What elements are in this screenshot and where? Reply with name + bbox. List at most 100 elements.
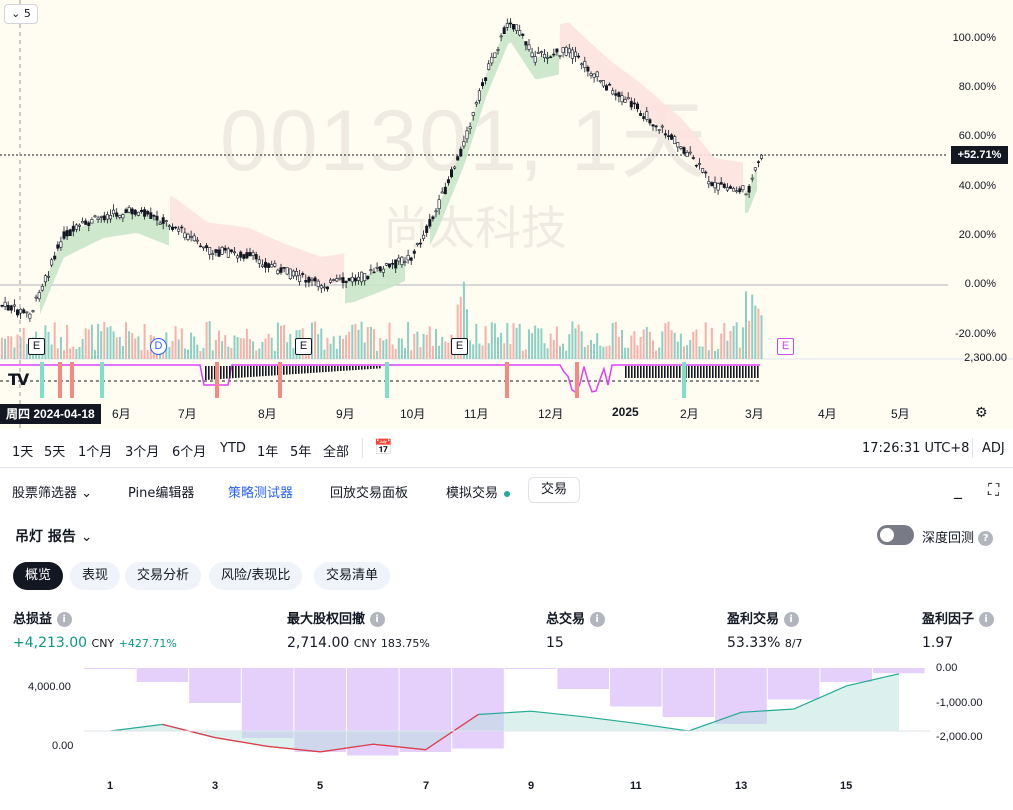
help-icon[interactable]: ? bbox=[978, 531, 994, 546]
volume-bar bbox=[255, 350, 258, 359]
tab-paper-trading[interactable]: 模拟交易 bbox=[446, 482, 511, 501]
range-5d[interactable]: 5天 bbox=[44, 445, 66, 460]
report-title[interactable]: 吊灯 报告 ⌄ bbox=[15, 526, 92, 546]
candle-body bbox=[412, 250, 416, 254]
tab-trade-analysis[interactable]: 交易分析 bbox=[125, 562, 202, 590]
range-5y[interactable]: 5年 bbox=[290, 445, 312, 460]
volume-bar bbox=[94, 350, 96, 359]
tab-stock-screener[interactable]: 股票筛选器 ⌄ bbox=[12, 482, 92, 501]
volume-bar bbox=[379, 338, 382, 359]
volume-bar bbox=[735, 322, 738, 359]
histogram-bar bbox=[718, 366, 720, 378]
candle-body bbox=[710, 182, 714, 187]
earnings-event-marker[interactable]: E bbox=[28, 338, 45, 355]
help-icon[interactable]: i bbox=[369, 612, 385, 627]
x-tick-label: 9月 bbox=[336, 407, 355, 421]
metric-value: 53.33% bbox=[727, 635, 781, 651]
trade-button[interactable]: 交易 bbox=[528, 477, 580, 503]
histogram-bar bbox=[373, 366, 375, 369]
tab-performance[interactable]: 表现 bbox=[70, 562, 121, 590]
volume-bar bbox=[69, 348, 72, 359]
histogram-bar bbox=[676, 366, 678, 378]
histogram-bar bbox=[304, 366, 306, 374]
range-1y[interactable]: 1年 bbox=[257, 445, 279, 460]
candle-body bbox=[515, 24, 519, 31]
histogram-bar bbox=[709, 366, 711, 378]
candle-body bbox=[651, 124, 655, 127]
histogram-bar bbox=[268, 366, 270, 376]
bottom-panel-tabs: 股票筛选器 ⌄ Pine编辑器 策略测试器 回放交易面板 模拟交易 交易 _ ⛶ bbox=[0, 472, 1013, 510]
help-icon[interactable]: i bbox=[589, 612, 605, 627]
tab-pine-editor[interactable]: Pine编辑器 bbox=[128, 486, 195, 501]
histogram-bar bbox=[352, 366, 354, 371]
candle-body bbox=[564, 47, 568, 56]
help-icon[interactable]: i bbox=[783, 612, 799, 627]
candle-body bbox=[192, 235, 196, 242]
candle-body bbox=[704, 171, 708, 174]
candle-body bbox=[453, 166, 457, 169]
candle-body bbox=[19, 308, 23, 314]
range-all[interactable]: 全部 bbox=[323, 445, 350, 460]
earnings-event-marker[interactable]: E bbox=[295, 338, 312, 355]
volume-bar bbox=[59, 336, 62, 359]
candle-body bbox=[728, 186, 732, 189]
volume-bar bbox=[673, 332, 676, 359]
candle-body bbox=[381, 268, 385, 273]
range-1d[interactable]: 1天 bbox=[12, 445, 34, 460]
volume-bar bbox=[754, 305, 757, 359]
tab-strategy-tester[interactable]: 策略测试器 bbox=[228, 486, 294, 501]
future-earnings-marker[interactable]: E bbox=[777, 338, 794, 355]
histogram-bar bbox=[253, 366, 255, 377]
candle-body bbox=[527, 44, 531, 50]
candle-body bbox=[50, 259, 54, 266]
volume-bar bbox=[630, 335, 633, 359]
volume-bar bbox=[366, 327, 369, 359]
candle-body bbox=[586, 66, 590, 72]
dividend-event-marker[interactable]: D bbox=[150, 338, 167, 355]
volume-bar bbox=[621, 330, 623, 359]
main-chart[interactable]: 001301, 1天 尚太科技 ⌄ 5 100.00% 80.00% 60.00… bbox=[0, 0, 1013, 430]
range-6m[interactable]: 6个月 bbox=[172, 445, 207, 460]
interval-selector[interactable]: ⌄ 5 bbox=[4, 4, 38, 24]
crosshair-date-badge: 周四 2024-04-18 bbox=[0, 404, 101, 424]
volume-bar bbox=[348, 331, 351, 359]
candle-body bbox=[205, 245, 209, 249]
deep-backtest-toggle[interactable] bbox=[877, 525, 914, 545]
volume-bar bbox=[270, 337, 273, 359]
price-chart-canvas[interactable] bbox=[0, 0, 1013, 430]
tab-overview[interactable]: 概览 bbox=[13, 562, 64, 590]
candle-body bbox=[546, 57, 550, 59]
equity-chart[interactable] bbox=[0, 658, 1013, 778]
help-icon[interactable]: i bbox=[978, 612, 994, 627]
earnings-event-marker[interactable]: E bbox=[451, 338, 468, 355]
clock-time[interactable]: 17:26:31 UTC+8 bbox=[862, 441, 970, 456]
tab-trade-list[interactable]: 交易清单 bbox=[314, 562, 391, 590]
volume-bar bbox=[565, 350, 568, 359]
histogram-bar bbox=[652, 366, 654, 378]
tradingview-logo[interactable]: TV bbox=[8, 370, 29, 389]
histogram-bar bbox=[739, 366, 741, 378]
chevron-down-icon: ⌄ bbox=[80, 529, 93, 545]
calendar-icon[interactable]: 📅 bbox=[374, 438, 393, 456]
histogram-bar bbox=[265, 366, 267, 376]
bull-cloud bbox=[345, 259, 405, 304]
range-1m[interactable]: 1个月 bbox=[78, 445, 113, 460]
minimize-icon[interactable]: _ bbox=[954, 480, 962, 499]
tab-risk-ratios[interactable]: 风险/表现比 bbox=[209, 562, 303, 590]
help-icon[interactable]: i bbox=[56, 612, 72, 627]
maximize-icon[interactable]: ⛶ bbox=[988, 480, 1000, 499]
candle-body bbox=[679, 146, 683, 149]
tab-replay-panel[interactable]: 回放交易面板 bbox=[330, 486, 409, 501]
histogram-bar bbox=[313, 366, 315, 373]
drawdown-bar bbox=[347, 668, 399, 756]
candle-body bbox=[90, 219, 94, 224]
volume-bar bbox=[639, 336, 642, 359]
range-ytd[interactable]: YTD bbox=[220, 441, 246, 456]
candle-body bbox=[707, 181, 711, 185]
volume-bar bbox=[258, 348, 261, 359]
candle-body bbox=[276, 269, 280, 274]
histogram-bar bbox=[307, 366, 309, 374]
adj-toggle[interactable]: ADJ bbox=[982, 441, 1005, 456]
gear-icon[interactable]: ⚙ bbox=[975, 405, 988, 421]
range-3m[interactable]: 3个月 bbox=[125, 445, 160, 460]
